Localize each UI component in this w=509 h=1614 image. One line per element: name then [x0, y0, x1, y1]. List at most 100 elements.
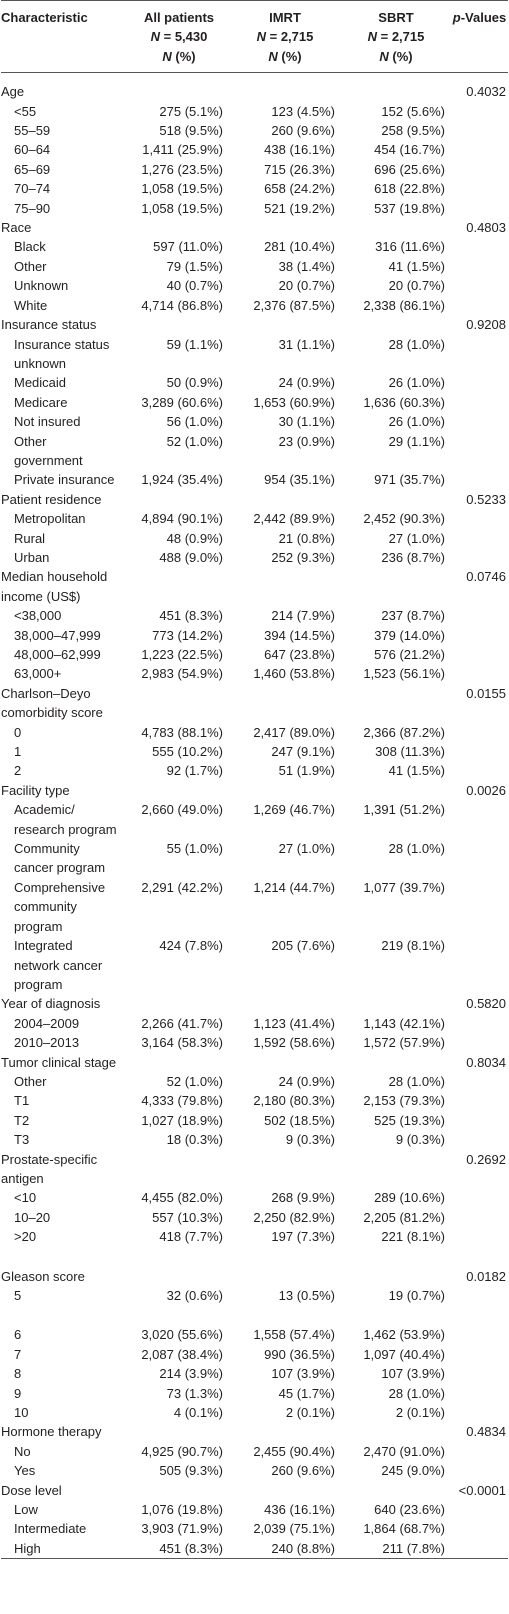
data-cell: 27 (1.0%) — [388, 530, 445, 546]
data-cell: 56 (1.0%) — [166, 414, 223, 430]
section-label: Insurance status — [1, 315, 129, 334]
empty-cell — [451, 1033, 508, 1052]
data-cell: 1,864 (68.7%) — [363, 1521, 445, 1537]
data-cell: 13 (0.5%) — [278, 1288, 335, 1303]
label-line: network cancer — [14, 957, 103, 973]
data-cell: 2,442 (89.9%) — [253, 511, 335, 527]
empty-cell — [451, 723, 508, 742]
empty-cell — [451, 1130, 508, 1149]
data-cell: 308 (11.3%) — [375, 744, 445, 760]
data-cell: 1,391 (51.2%) — [363, 802, 445, 818]
data-row: No 4,925 (90.7%) 2,455 (90.4%) 2,470 (91.0%… — [1, 1442, 508, 1461]
data-cell: 9 (0.3%) — [285, 1132, 335, 1148]
label-line: community — [14, 899, 77, 915]
header-line: p-Values — [452, 10, 507, 25]
data-cell: 2 (0.1%) — [395, 1405, 445, 1421]
empty-cell — [451, 121, 508, 140]
data-cell: 2,983 (54.9%) — [141, 666, 223, 682]
empty-cell — [451, 529, 508, 548]
label-line: government — [14, 452, 83, 468]
row-label: Other government — [1, 432, 129, 471]
data-cell: 211 (7.8%) — [382, 1540, 445, 1556]
empty-cell — [451, 1345, 508, 1364]
label-line: <55 — [14, 103, 37, 119]
label-line: 1 — [14, 744, 22, 760]
data-cell: 289 (10.6%) — [374, 1190, 445, 1206]
p-value: 0.0026 — [466, 782, 506, 798]
label-line: Hormone therapy — [1, 1424, 102, 1440]
empty-cell — [451, 237, 508, 256]
label-line: Academic/ — [14, 802, 75, 818]
data-cell: 41 (1.5%) — [388, 763, 445, 779]
label-line: 5 — [14, 1288, 22, 1303]
label-line: unknown — [14, 355, 67, 371]
empty-cell — [341, 1150, 451, 1189]
empty-cell — [451, 1364, 508, 1383]
row-label: 10–20 — [1, 1208, 129, 1227]
data-row: Rural 48 (0.9%) 21 (0.8%) 27 (1.0%) — [1, 529, 508, 548]
empty-cell — [341, 684, 451, 723]
data-cell: 1,143 (42.1%) — [363, 1015, 445, 1031]
empty-cell — [451, 548, 508, 567]
section-label: Charlson–Deyo comorbidity score — [1, 684, 129, 723]
header-cell: SBRT N = 2,715 N (%) — [341, 1, 451, 73]
row-label: 9 — [1, 1384, 129, 1403]
data-row: 1 555 (10.2%) 247 (9.1%) 308 (11.3%) — [1, 742, 508, 761]
data-row: 55–59 518 (9.5%) 260 (9.6%) 258 (9.5%) — [1, 121, 508, 140]
empty-cell — [341, 490, 451, 509]
data-cell: 2,153 (79.3%) — [363, 1093, 445, 1109]
empty-cell — [341, 1422, 451, 1441]
data-cell: 245 (9.0%) — [381, 1463, 445, 1479]
label-line: Median household — [1, 569, 108, 585]
p-value: 0.9208 — [466, 317, 506, 333]
label-line: Patient residence — [1, 491, 102, 507]
label-line: 6 — [14, 1327, 22, 1343]
data-cell: 30 (1.1%) — [278, 414, 335, 430]
data-cell: 658 (24.2%) — [264, 181, 335, 197]
data-cell: 236 (8.7%) — [381, 549, 445, 565]
label-line: Age — [1, 84, 25, 100]
data-cell: 2,205 (81.2%) — [363, 1209, 445, 1225]
label-line: Rural — [14, 530, 46, 546]
empty-cell — [229, 994, 341, 1013]
data-cell: 205 (7.6%) — [271, 938, 335, 954]
row-label: Community cancer program — [1, 839, 129, 878]
row-label: 0 — [1, 723, 129, 742]
data-cell: 197 (7.3%) — [271, 1229, 335, 1245]
data-cell: 379 (14.0%) — [374, 627, 445, 643]
empty-cell — [451, 664, 508, 683]
section-label: Patient residence — [1, 490, 129, 509]
label-line: 2010–2013 — [14, 1035, 80, 1051]
empty-cell — [451, 936, 508, 994]
row-label: 48,000–62,999 — [1, 645, 129, 664]
section-label: Year of diagnosis — [1, 994, 129, 1013]
data-cell: 954 (35.1%) — [264, 472, 335, 488]
row-label: Medicare — [1, 393, 129, 412]
data-cell: 258 (9.5%) — [381, 123, 445, 139]
header-cell: Characteristic — [1, 1, 129, 73]
label-line: 9 — [14, 1385, 22, 1401]
data-cell: 240 (8.8%) — [271, 1540, 335, 1556]
data-cell: 451 (8.3%) — [159, 1540, 223, 1556]
label-line: Community — [14, 841, 80, 857]
label-line: 2 — [14, 763, 22, 779]
row-label: Integrated network cancer program — [1, 936, 129, 994]
data-cell: 438 (16.1%) — [264, 142, 335, 158]
data-row: 8 214 (3.9%) 107 (3.9%) 107 (3.9%) — [1, 1364, 508, 1383]
data-cell: 525 (19.3%) — [374, 1112, 445, 1128]
row-label: Low — [1, 1500, 129, 1519]
empty-cell — [129, 684, 229, 723]
data-cell: 24 (0.9%) — [278, 1073, 335, 1089]
empty-cell — [341, 994, 451, 1013]
data-cell: 2 (0.1%) — [285, 1405, 335, 1421]
label-line: 0 — [14, 724, 22, 740]
header-line: N (%) — [268, 48, 302, 64]
empty-cell — [129, 994, 229, 1013]
row-label: Other — [1, 257, 129, 276]
data-row: T3 18 (0.3%) 9 (0.3%) 9 (0.3%) — [1, 1130, 508, 1149]
label-line: <10 — [14, 1190, 37, 1206]
section-row: Facility type 0.0026 — [1, 781, 508, 800]
data-cell: 23 (0.9%) — [278, 433, 335, 449]
data-cell: 2,660 (49.0%) — [141, 802, 223, 818]
empty-cell — [451, 179, 508, 198]
